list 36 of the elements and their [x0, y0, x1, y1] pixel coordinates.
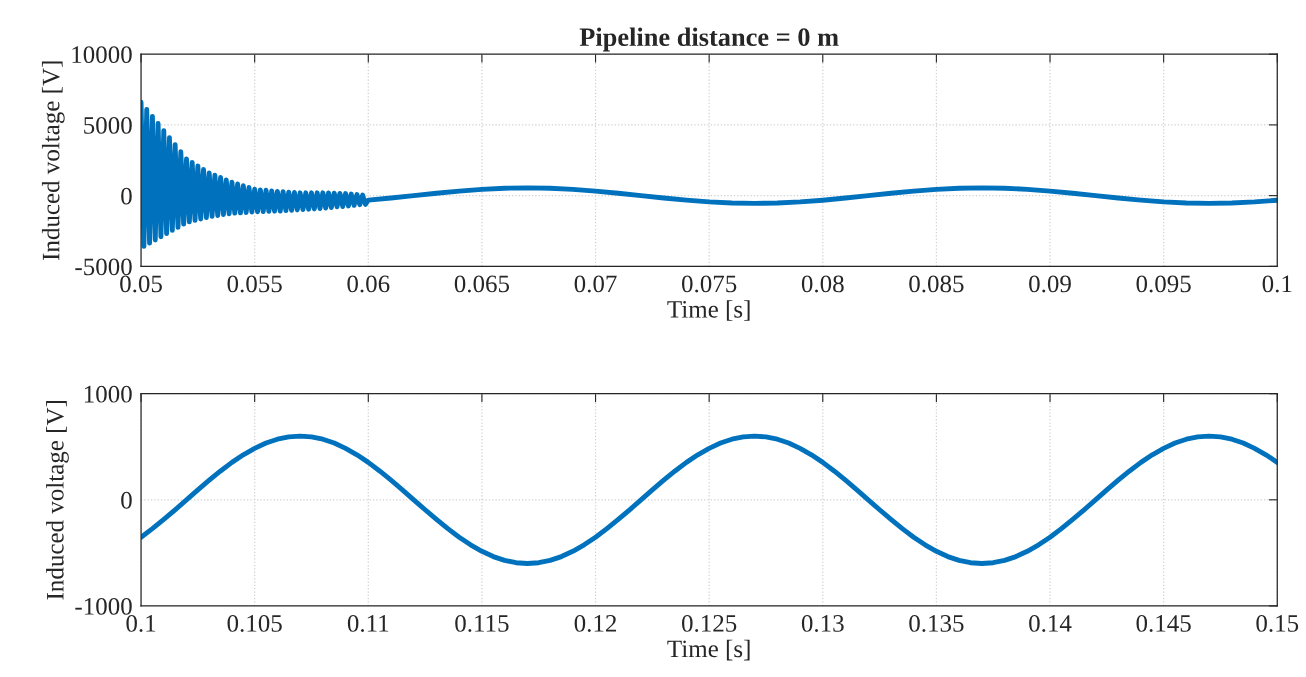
x-tick-label: 0.085 [909, 275, 964, 293]
x-tick-label: 0.065 [454, 275, 510, 293]
x-tick-label: 0.095 [1136, 275, 1191, 293]
y-tick-label: 0 [121, 187, 132, 205]
x-axis-title: Time [s] [667, 639, 750, 661]
y-tick-label: -5000 [75, 258, 132, 276]
x-tick-label: 0.11 [347, 614, 389, 632]
line-series [141, 433, 1278, 566]
x-tick-label: 0.12 [574, 614, 617, 632]
line-series [141, 99, 1278, 249]
x-tick-label: 0.125 [681, 614, 737, 632]
x-tick-label: 0.05 [120, 275, 162, 293]
x-tick-label: 0.135 [909, 614, 964, 632]
y-tick-label: 0 [121, 491, 132, 509]
x-tick-label: 0.14 [1029, 614, 1072, 632]
x-tick-label: 0.09 [1029, 275, 1071, 293]
y-axis-title: Induced voltage [V] [46, 401, 69, 600]
x-tick-label: 0.055 [227, 275, 282, 293]
x-tick-label: 0.105 [227, 614, 282, 632]
x-tick-label: 0.13 [801, 614, 844, 632]
x-axis-title: Time [s] [667, 300, 750, 321]
y-tick-label: 5000 [84, 116, 132, 134]
y-axis-title: Induced voltage [V] [41, 61, 65, 261]
y-tick-label: -1000 [75, 597, 132, 615]
x-tick-label: 0.145 [1136, 614, 1191, 632]
x-tick-label: 0.15 [1256, 614, 1299, 632]
chart-title: Pipeline distance = 0 m [579, 27, 839, 52]
x-tick-label: 0.115 [455, 614, 509, 632]
y-tick-label: 10000 [72, 46, 132, 64]
x-tick-label: 0.07 [574, 275, 617, 293]
x-tick-label: 0.1 [126, 614, 156, 632]
y-tick-label: 1000 [84, 385, 132, 403]
x-tick-label: 0.075 [681, 275, 737, 293]
x-tick-label: 0.08 [801, 275, 844, 293]
x-tick-label: 0.06 [347, 275, 390, 293]
x-tick-label: 0.1 [1262, 275, 1292, 293]
